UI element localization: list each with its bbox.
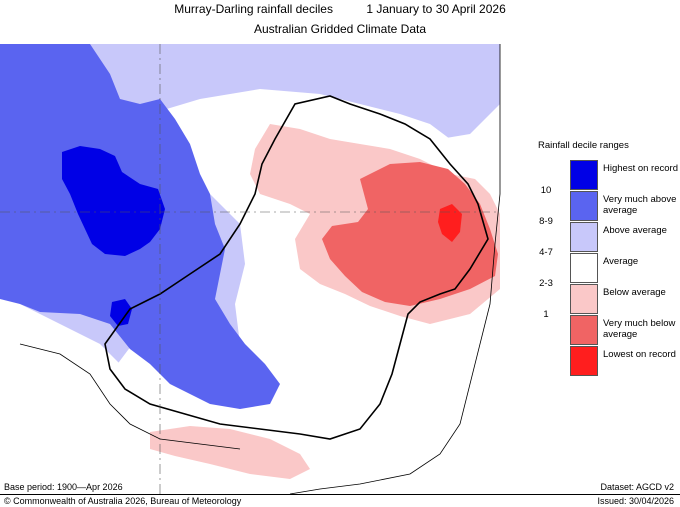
coastline xyxy=(19,44,501,495)
legend: Rainfall decile ranges Highest on record… xyxy=(530,140,680,380)
copyright: © Commonwealth of Australia 2026, Bureau… xyxy=(4,496,242,506)
map-subtitle: Australian Gridded Climate Data xyxy=(253,22,427,36)
legend-swatch xyxy=(570,222,598,252)
graticule xyxy=(0,44,500,496)
legend-label: Lowest on record xyxy=(603,349,676,360)
rainfall-decile-map xyxy=(0,44,680,496)
map-title-text: Murray-Darling rainfall deciles xyxy=(174,2,333,16)
legend-item: Average 4-7 xyxy=(530,247,680,283)
legend-range: 2-3 xyxy=(539,278,553,289)
map-period: 1 January to 30 April 2026 xyxy=(366,2,506,16)
legend-label: Very much below average xyxy=(603,318,676,340)
region-very-much-below-average xyxy=(322,162,498,306)
legend-label: Above average xyxy=(603,225,667,236)
dataset: Dataset: AGCD v2 xyxy=(600,482,674,492)
legend-label: Very much above average xyxy=(603,194,677,216)
region-highest-on-record-small xyxy=(110,299,132,326)
base-period: Base period: 1900—Apr 2026 xyxy=(4,482,123,492)
legend-swatch xyxy=(570,284,598,314)
legend-range: 4-7 xyxy=(539,247,553,258)
legend-title: Rainfall decile ranges xyxy=(538,140,629,151)
legend-swatch xyxy=(570,346,598,376)
legend-range: 1 xyxy=(543,309,549,320)
map-title: Murray-Darling rainfall deciles 1 Januar… xyxy=(0,2,680,16)
legend-item: Lowest on record xyxy=(530,346,680,376)
legend-item: Very much below average 1 xyxy=(530,309,680,345)
legend-swatch xyxy=(570,315,598,345)
legend-item: Below average 2-3 xyxy=(530,278,680,314)
region-below-average-south xyxy=(150,426,310,479)
legend-range: 8-9 xyxy=(539,216,553,227)
basin-boundary xyxy=(104,95,489,440)
region-lowest-on-record xyxy=(438,204,462,242)
legend-swatch xyxy=(570,253,598,283)
legend-item: Very much above average 10 xyxy=(530,185,680,221)
legend-item: Highest on record xyxy=(530,160,680,190)
legend-range: 10 xyxy=(540,185,552,196)
issued-date: Issued: 30/04/2026 xyxy=(597,496,674,506)
map-canvas xyxy=(0,44,501,496)
legend-swatch xyxy=(570,191,598,221)
legend-swatch xyxy=(570,160,598,190)
legend-label: Highest on record xyxy=(603,163,678,174)
legend-item: Above average 8-9 xyxy=(530,216,680,252)
legend-label: Average xyxy=(603,256,639,267)
legend-label: Below average xyxy=(603,287,666,298)
region-highest-on-record xyxy=(62,146,165,256)
footer-divider xyxy=(0,494,680,495)
